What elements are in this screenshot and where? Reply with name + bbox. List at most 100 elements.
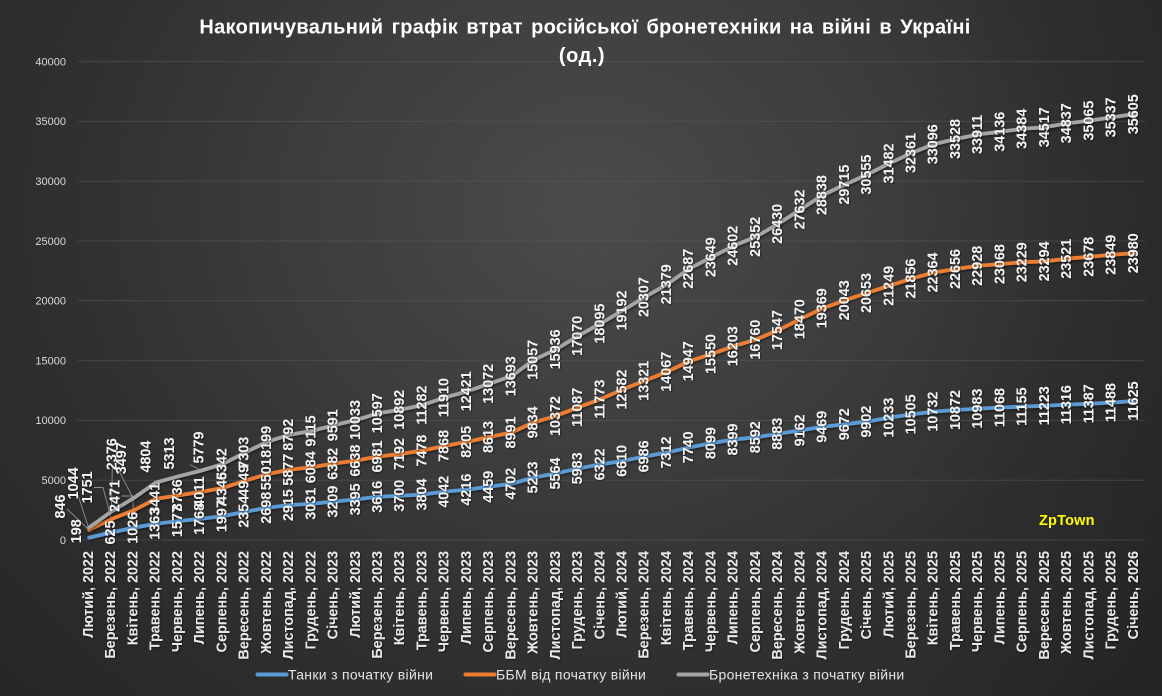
svg-text:17070: 17070 — [570, 316, 586, 356]
svg-text:35000: 35000 — [35, 116, 66, 128]
svg-text:Жовтень, 2025: Жовтень, 2025 — [1059, 551, 1075, 655]
svg-text:7312: 7312 — [659, 436, 675, 468]
svg-text:1997: 1997 — [214, 500, 230, 532]
svg-text:4216: 4216 — [459, 474, 475, 506]
svg-text:Листопад, 2022: Листопад, 2022 — [281, 551, 297, 659]
svg-text:5779: 5779 — [192, 431, 208, 463]
svg-text:Травень, 2023: Травень, 2023 — [415, 551, 431, 650]
svg-text:22928: 22928 — [970, 246, 986, 286]
svg-text:22687: 22687 — [681, 249, 697, 289]
svg-text:10892: 10892 — [392, 390, 408, 430]
svg-text:35065: 35065 — [1081, 101, 1097, 141]
svg-text:Грудень, 2023: Грудень, 2023 — [570, 551, 586, 650]
svg-text:4011: 4011 — [192, 476, 208, 507]
svg-text:9902: 9902 — [859, 406, 875, 438]
svg-text:Березень, 2025: Березень, 2025 — [904, 551, 920, 659]
svg-text:3700: 3700 — [392, 480, 408, 512]
svg-text:1751: 1751 — [80, 471, 96, 503]
svg-text:Лютий, 2024: Лютий, 2024 — [615, 551, 631, 638]
svg-text:4345: 4345 — [214, 472, 230, 504]
svg-text:23294: 23294 — [1037, 241, 1053, 281]
svg-text:15057: 15057 — [526, 340, 542, 380]
svg-text:14067: 14067 — [659, 352, 675, 392]
svg-text:3497: 3497 — [114, 442, 130, 474]
svg-text:10233: 10233 — [881, 398, 897, 438]
svg-text:Січень, 2024: Січень, 2024 — [592, 551, 608, 639]
svg-text:2698: 2698 — [259, 492, 275, 524]
svg-text:7192: 7192 — [392, 438, 408, 470]
svg-text:Березень, 2022: Березень, 2022 — [103, 551, 119, 659]
svg-text:23521: 23521 — [1059, 239, 1075, 279]
svg-text:22656: 22656 — [948, 249, 964, 289]
svg-text:18470: 18470 — [792, 299, 808, 339]
svg-text:11155: 11155 — [1015, 387, 1031, 425]
svg-text:Серпень, 2025: Серпень, 2025 — [1015, 551, 1031, 652]
svg-text:4702: 4702 — [503, 468, 519, 500]
svg-text:Жовтень, 2023: Жовтень, 2023 — [526, 551, 542, 655]
svg-text:Квітень, 2024: Квітень, 2024 — [659, 551, 675, 645]
svg-text:10033: 10033 — [348, 400, 364, 440]
svg-text:ZpTown: ZpTown — [1039, 513, 1095, 529]
svg-text:4459: 4459 — [481, 471, 497, 503]
svg-text:846: 846 — [53, 494, 69, 518]
svg-text:21249: 21249 — [881, 266, 897, 306]
svg-text:8592: 8592 — [748, 421, 764, 453]
svg-text:Квітень, 2022: Квітень, 2022 — [126, 551, 142, 645]
svg-text:33096: 33096 — [926, 124, 942, 164]
svg-text:10597: 10597 — [370, 393, 386, 433]
svg-text:Вересень, 2024: Вересень, 2024 — [770, 551, 786, 660]
svg-text:11910: 11910 — [437, 378, 453, 417]
svg-text:8883: 8883 — [770, 418, 786, 450]
svg-text:8099: 8099 — [703, 427, 719, 459]
svg-text:3616: 3616 — [370, 481, 386, 513]
svg-text:3395: 3395 — [348, 483, 364, 515]
svg-text:11488: 11488 — [1104, 383, 1120, 422]
svg-text:15000: 15000 — [35, 355, 66, 367]
svg-text:8399: 8399 — [726, 423, 742, 455]
svg-text:(од.): (од.) — [559, 45, 605, 67]
svg-text:Бронетехніка з початку війни: Бронетехніка з початку війни — [709, 667, 905, 683]
svg-text:Серпень, 2024: Серпень, 2024 — [748, 551, 764, 652]
svg-text:23849: 23849 — [1104, 235, 1120, 275]
svg-text:Листопад, 2023: Листопад, 2023 — [548, 551, 564, 659]
svg-text:Листопад, 2024: Листопад, 2024 — [815, 551, 831, 659]
svg-text:Вересень, 2022: Вересень, 2022 — [237, 551, 253, 660]
svg-text:15550: 15550 — [703, 334, 719, 374]
svg-text:12421: 12421 — [459, 371, 475, 411]
svg-text:ББМ від початку війни: ББМ від початку війни — [496, 667, 646, 683]
svg-text:11223: 11223 — [1037, 386, 1053, 425]
svg-text:3031: 3031 — [303, 488, 319, 520]
svg-text:11316: 11316 — [1059, 385, 1075, 424]
svg-text:Квітень, 2025: Квітень, 2025 — [926, 551, 942, 645]
svg-text:11087: 11087 — [570, 388, 586, 427]
svg-text:Липень, 2024: Липень, 2024 — [726, 551, 742, 644]
svg-text:4042: 4042 — [437, 476, 453, 508]
svg-text:10372: 10372 — [548, 396, 564, 436]
svg-text:Травень, 2025: Травень, 2025 — [948, 551, 964, 650]
svg-text:25352: 25352 — [748, 217, 764, 257]
svg-text:34384: 34384 — [1015, 109, 1031, 149]
svg-text:11773: 11773 — [592, 380, 608, 419]
svg-text:6638: 6638 — [348, 445, 364, 477]
svg-text:Травень, 2022: Травень, 2022 — [148, 551, 164, 650]
svg-text:Березень, 2023: Березень, 2023 — [370, 551, 386, 659]
svg-text:27632: 27632 — [792, 189, 808, 229]
svg-text:2471: 2471 — [107, 480, 123, 512]
svg-text:6084: 6084 — [303, 451, 319, 483]
svg-text:8991: 8991 — [503, 416, 519, 448]
svg-text:21379: 21379 — [659, 264, 675, 304]
svg-text:Січень, 2023: Січень, 2023 — [326, 551, 342, 639]
svg-text:33911: 33911 — [970, 115, 986, 154]
svg-text:13072: 13072 — [481, 364, 497, 404]
svg-text:9162: 9162 — [792, 414, 808, 446]
svg-text:13693: 13693 — [503, 356, 519, 396]
svg-text:23649: 23649 — [703, 237, 719, 277]
svg-text:11387: 11387 — [1081, 384, 1097, 423]
svg-text:13321: 13321 — [637, 361, 653, 401]
svg-text:Вересень, 2023: Вересень, 2023 — [503, 551, 519, 660]
svg-text:31482: 31482 — [881, 143, 897, 183]
svg-text:2376: 2376 — [105, 438, 121, 470]
svg-text:Накопичувальний графік втрат р: Накопичувальний графік втрат російської … — [199, 17, 970, 39]
svg-text:625: 625 — [103, 520, 119, 544]
svg-text:Танки з початку війни: Танки з початку війни — [288, 667, 433, 683]
